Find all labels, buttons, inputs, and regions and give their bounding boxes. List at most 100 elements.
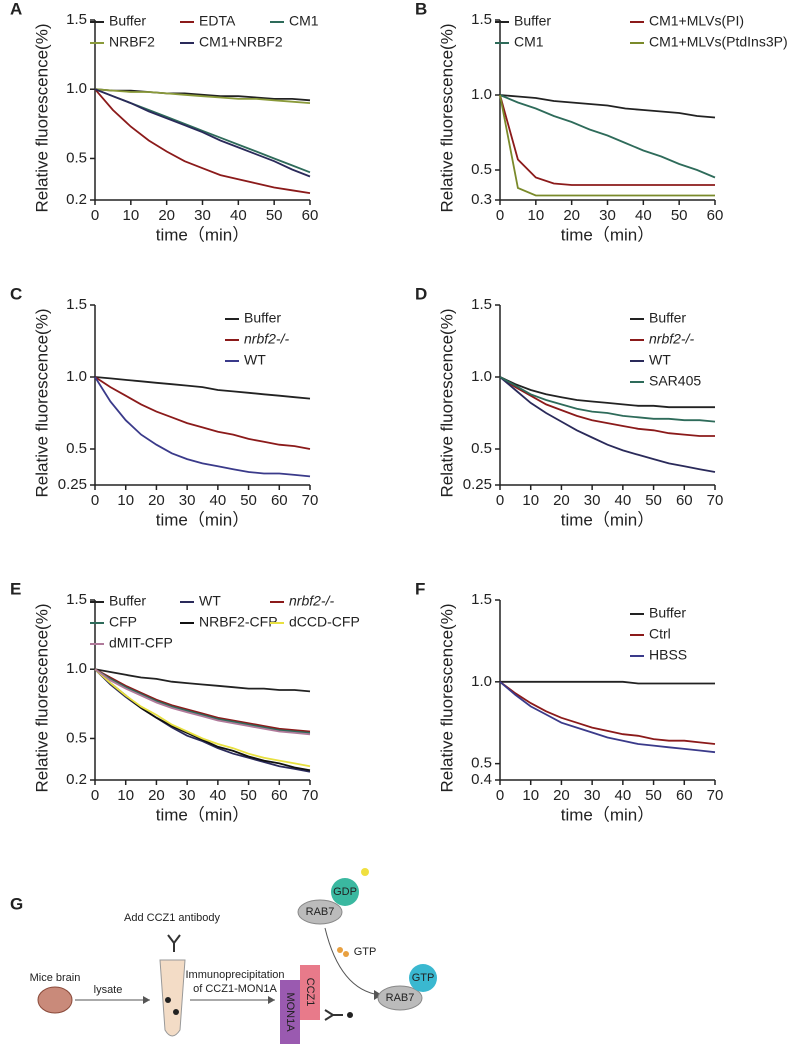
gtp-dot xyxy=(343,951,349,957)
y-tick-label: 1.0 xyxy=(471,368,492,385)
series-line xyxy=(94,88,311,102)
ccz1-label: CCZ1 xyxy=(304,978,316,1007)
legend-label: nrbf2-/- xyxy=(289,593,334,609)
chart-panel: A 0.2 0.5 1.0 1.5 0 10 20 30 40 50 60 time（min） Relat… xyxy=(10,0,319,244)
ip-label: of CCZ1-MON1A xyxy=(193,983,277,995)
x-tick-label: 50 xyxy=(240,787,257,804)
x-tick-label: 20 xyxy=(553,492,570,509)
x-tick-label: 10 xyxy=(117,787,134,804)
y-tick-label: 0.5 xyxy=(471,440,492,457)
gtp-ball xyxy=(409,964,437,992)
series-line xyxy=(499,376,716,473)
legend-label: nrbf2-/- xyxy=(244,331,289,347)
legend-label: nrbf2-/- xyxy=(649,331,694,347)
x-tick-label: 10 xyxy=(122,207,139,224)
x-tick-label: 20 xyxy=(563,207,580,224)
y-tick-label: 1.0 xyxy=(66,368,87,385)
source-label: Mice brain xyxy=(30,972,81,984)
x-tick-label: 0 xyxy=(496,492,504,509)
y-tick-label: 0.5 xyxy=(471,161,492,178)
y-tick-label: 0.3 xyxy=(471,191,492,208)
panel-label: B xyxy=(415,0,427,18)
gtp-free-label: GTP xyxy=(354,946,377,958)
legend-label: WT xyxy=(649,352,671,368)
tube xyxy=(159,959,186,1037)
series-line xyxy=(499,376,716,423)
panel-label: C xyxy=(10,284,22,303)
panel-label: D xyxy=(415,284,427,303)
legend-label: Buffer xyxy=(649,605,686,621)
rab7-label: RAB7 xyxy=(306,906,335,918)
x-tick-label: 40 xyxy=(615,787,632,804)
y-tick-label: 1.0 xyxy=(471,86,492,103)
x-tick-label: 70 xyxy=(302,787,319,804)
antibody-label: Add CCZ1 antibody xyxy=(124,912,220,924)
y-tick-label: 1.0 xyxy=(471,673,492,690)
x-tick-label: 20 xyxy=(148,492,165,509)
legend-label: CM1+MLVs(PtdIns3P) xyxy=(649,34,788,50)
panel-label: F xyxy=(415,579,425,598)
y-axis-label: Relative fluorescence(%) xyxy=(32,24,51,213)
ccz1-bar xyxy=(300,965,320,1020)
x-tick-label: 10 xyxy=(527,207,544,224)
arrowhead xyxy=(374,990,382,1000)
y-tick-label: 1.5 xyxy=(471,591,492,608)
x-tick-label: 60 xyxy=(676,492,693,509)
mon1a-bar xyxy=(280,980,300,1044)
x-tick-label: 30 xyxy=(599,207,616,224)
x-tick-label: 60 xyxy=(271,492,288,509)
x-tick-label: 40 xyxy=(615,492,632,509)
chart-panel: B 0.3 0.5 1.0 1.5 0 10 20 30 40 50 60 time（min） Relat… xyxy=(415,0,788,244)
legend-label: dCCD-CFP xyxy=(289,614,360,630)
diagram-g: G Mice brain lysate Add CCZ1 antibody Im… xyxy=(10,868,437,1044)
gtp-dot xyxy=(337,947,343,953)
y-tick-label: 0.4 xyxy=(471,771,492,788)
y-axis-label: Relative fluorescence(%) xyxy=(437,604,456,793)
x-axis-label: time（min） xyxy=(561,510,655,529)
x-tick-label: 30 xyxy=(584,787,601,804)
series-line xyxy=(94,88,311,178)
x-axis-label: time（min） xyxy=(561,805,655,824)
y-tick-label: 1.0 xyxy=(66,660,87,677)
series-line xyxy=(94,668,311,733)
arrow xyxy=(324,927,381,996)
chart-panel: D 0.25 0.5 1.0 1.5 0 10 20 30 40 50 60 70 time（min） Re… xyxy=(415,284,723,529)
x-tick-label: 50 xyxy=(266,207,283,224)
bead xyxy=(173,1009,179,1015)
x-tick-label: 0 xyxy=(91,492,99,509)
y-axis-label: Relative fluorescence(%) xyxy=(437,24,456,213)
series-line xyxy=(94,668,311,693)
x-tick-label: 0 xyxy=(496,787,504,804)
ip-label: Immunoprecipitation xyxy=(185,969,284,981)
x-tick-label: 40 xyxy=(230,207,247,224)
legend-label: HBSS xyxy=(649,647,687,663)
gdp-label: GDP xyxy=(333,886,357,898)
series-line xyxy=(94,376,311,400)
x-tick-label: 40 xyxy=(210,787,227,804)
brain xyxy=(37,986,73,1014)
arrowhead xyxy=(143,996,150,1004)
x-tick-label: 60 xyxy=(302,207,319,224)
x-tick-label: 0 xyxy=(91,207,99,224)
x-axis-label: time（min） xyxy=(156,805,250,824)
x-tick-label: 30 xyxy=(584,492,601,509)
series-line xyxy=(94,376,311,450)
legend-label: EDTA xyxy=(199,13,236,29)
antibody xyxy=(167,934,181,952)
y-tick-label: 0.25 xyxy=(58,476,87,493)
x-tick-label: 70 xyxy=(302,492,319,509)
rab7-label: RAB7 xyxy=(386,992,415,1004)
panel-label: E xyxy=(10,579,21,598)
x-tick-label: 70 xyxy=(707,492,724,509)
arrowhead xyxy=(268,996,275,1004)
series-line xyxy=(94,88,311,104)
x-tick-label: 30 xyxy=(179,492,196,509)
gdp-ball xyxy=(331,878,359,906)
rab7-bottom xyxy=(377,985,423,1011)
y-tick-label: 1.5 xyxy=(66,591,87,608)
chart-panel: F 0.40.5 1.0 1.5 0 10 20 30 40 50 60 70 time（min） Rel… xyxy=(415,579,723,824)
antibody xyxy=(324,1009,343,1021)
gtp-label: GTP xyxy=(412,972,435,984)
legend-label: CM1 xyxy=(514,34,544,50)
